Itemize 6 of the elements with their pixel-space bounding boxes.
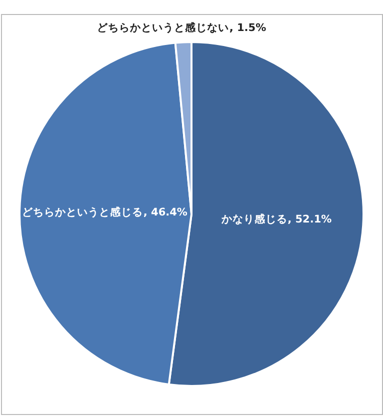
- slice-label: どちらかというと感じない: [97, 21, 230, 34]
- slice-label: どちらかというと感じる: [22, 205, 144, 218]
- data-label: , 52.1%: [288, 214, 332, 226]
- data-label: , 1.5%: [229, 22, 267, 34]
- slice-label: かなり感じる: [220, 212, 288, 226]
- data-label: , 46.4%: [143, 206, 188, 218]
